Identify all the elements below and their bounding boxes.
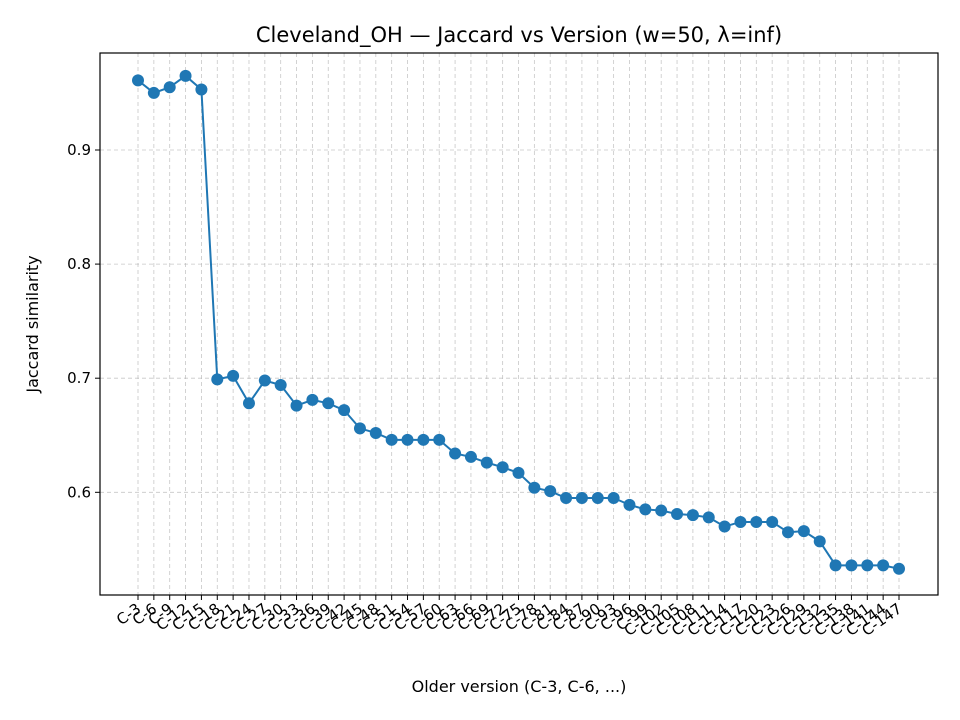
data-point (782, 526, 795, 539)
y-axis-label: Jaccard similarity (23, 255, 42, 393)
data-point (147, 86, 160, 99)
data-point (845, 559, 858, 572)
data-point (274, 379, 287, 392)
data-point (163, 81, 176, 94)
data-point (877, 559, 890, 572)
plot-area (99, 52, 939, 596)
data-point (258, 374, 271, 387)
x-axis-label: Older version (C-3, C-6, ...) (412, 677, 627, 696)
data-point (401, 433, 414, 446)
data-point (544, 485, 557, 498)
data-point (639, 503, 652, 516)
data-point (417, 433, 430, 446)
data-point (132, 74, 144, 87)
data-point (464, 450, 477, 463)
data-point (528, 481, 541, 494)
y-axis: 0.6 0.7 0.8 0.9 (67, 141, 100, 501)
data-point (322, 397, 335, 410)
data-point (290, 399, 303, 412)
data-point (369, 426, 382, 439)
grid-lines (100, 53, 938, 595)
data-point (734, 515, 747, 528)
data-point (385, 433, 398, 446)
x-axis: C-3C-6C-9C-12C-15C-18C-21C-24C-27C-30C-3… (113, 595, 905, 640)
data-point (449, 447, 462, 460)
data-point (433, 433, 446, 446)
data-point (623, 498, 636, 511)
data-point (893, 562, 905, 575)
data-point (480, 456, 493, 469)
data-point (718, 520, 731, 533)
data-point (179, 69, 192, 82)
data-point (195, 83, 208, 96)
data-point (591, 492, 604, 505)
data-point (671, 507, 684, 520)
data-point (512, 466, 525, 479)
data-point (560, 492, 573, 505)
data-point (702, 511, 715, 524)
chart-title: Cleveland_OH — Jaccard vs Version (w=50,… (256, 23, 782, 48)
data-point (338, 404, 351, 417)
data-point (607, 492, 620, 505)
data-point (211, 373, 224, 386)
data-point (829, 559, 842, 572)
data-point (861, 559, 874, 572)
y-tick-label: 0.8 (67, 255, 91, 273)
data-point (797, 525, 810, 538)
data-point (353, 422, 366, 435)
data-point (750, 515, 763, 528)
y-tick-label: 0.7 (67, 369, 91, 387)
data-point (766, 515, 779, 528)
data-point (813, 535, 826, 548)
y-tick-label: 0.6 (67, 483, 91, 501)
data-point (496, 461, 509, 474)
data-point (242, 397, 255, 410)
data-point (227, 369, 240, 382)
data-point (575, 492, 588, 505)
y-tick-label: 0.9 (67, 141, 91, 159)
data-point (655, 504, 668, 517)
data-point (306, 393, 319, 406)
data-point (686, 509, 699, 522)
series-layer (132, 69, 905, 575)
